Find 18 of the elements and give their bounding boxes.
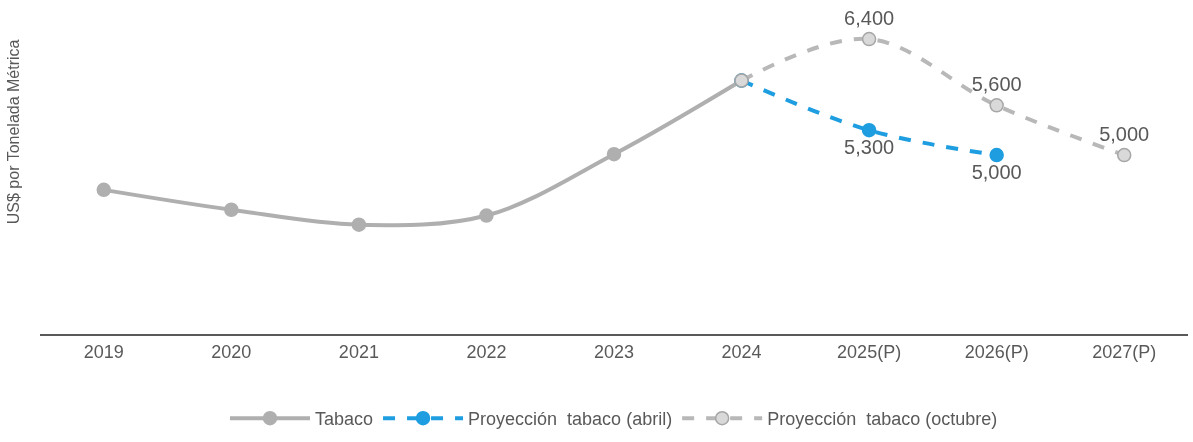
x-tick-label: 2025(P) — [837, 341, 902, 362]
data-label: 6,400 — [844, 6, 895, 29]
legend-label: Tabaco — [315, 409, 374, 430]
data-label: 5,600 — [971, 73, 1022, 96]
x-tick-label: 2023 — [593, 341, 635, 362]
legend-label: Proyección tabaco (octubre) — [767, 409, 998, 430]
x-tick-label: 2020 — [211, 341, 252, 362]
y-axis-title: US$ por Tonelada Métrica — [4, 39, 22, 225]
data-label: 5,000 — [1099, 122, 1150, 145]
x-tick-label: 2024 — [721, 341, 762, 362]
x-tick-label: 2022 — [466, 341, 507, 362]
data-label: 5,300 — [844, 136, 895, 159]
legend-label: Proyección tabaco (abril) — [468, 409, 673, 430]
data-label: 5,000 — [971, 161, 1022, 184]
x-tick-label: 2026(P) — [964, 341, 1029, 362]
x-tick-label: 2021 — [338, 341, 379, 362]
x-tick-label: 2027(P) — [1092, 341, 1157, 362]
x-tick-label: 2019 — [83, 341, 124, 362]
